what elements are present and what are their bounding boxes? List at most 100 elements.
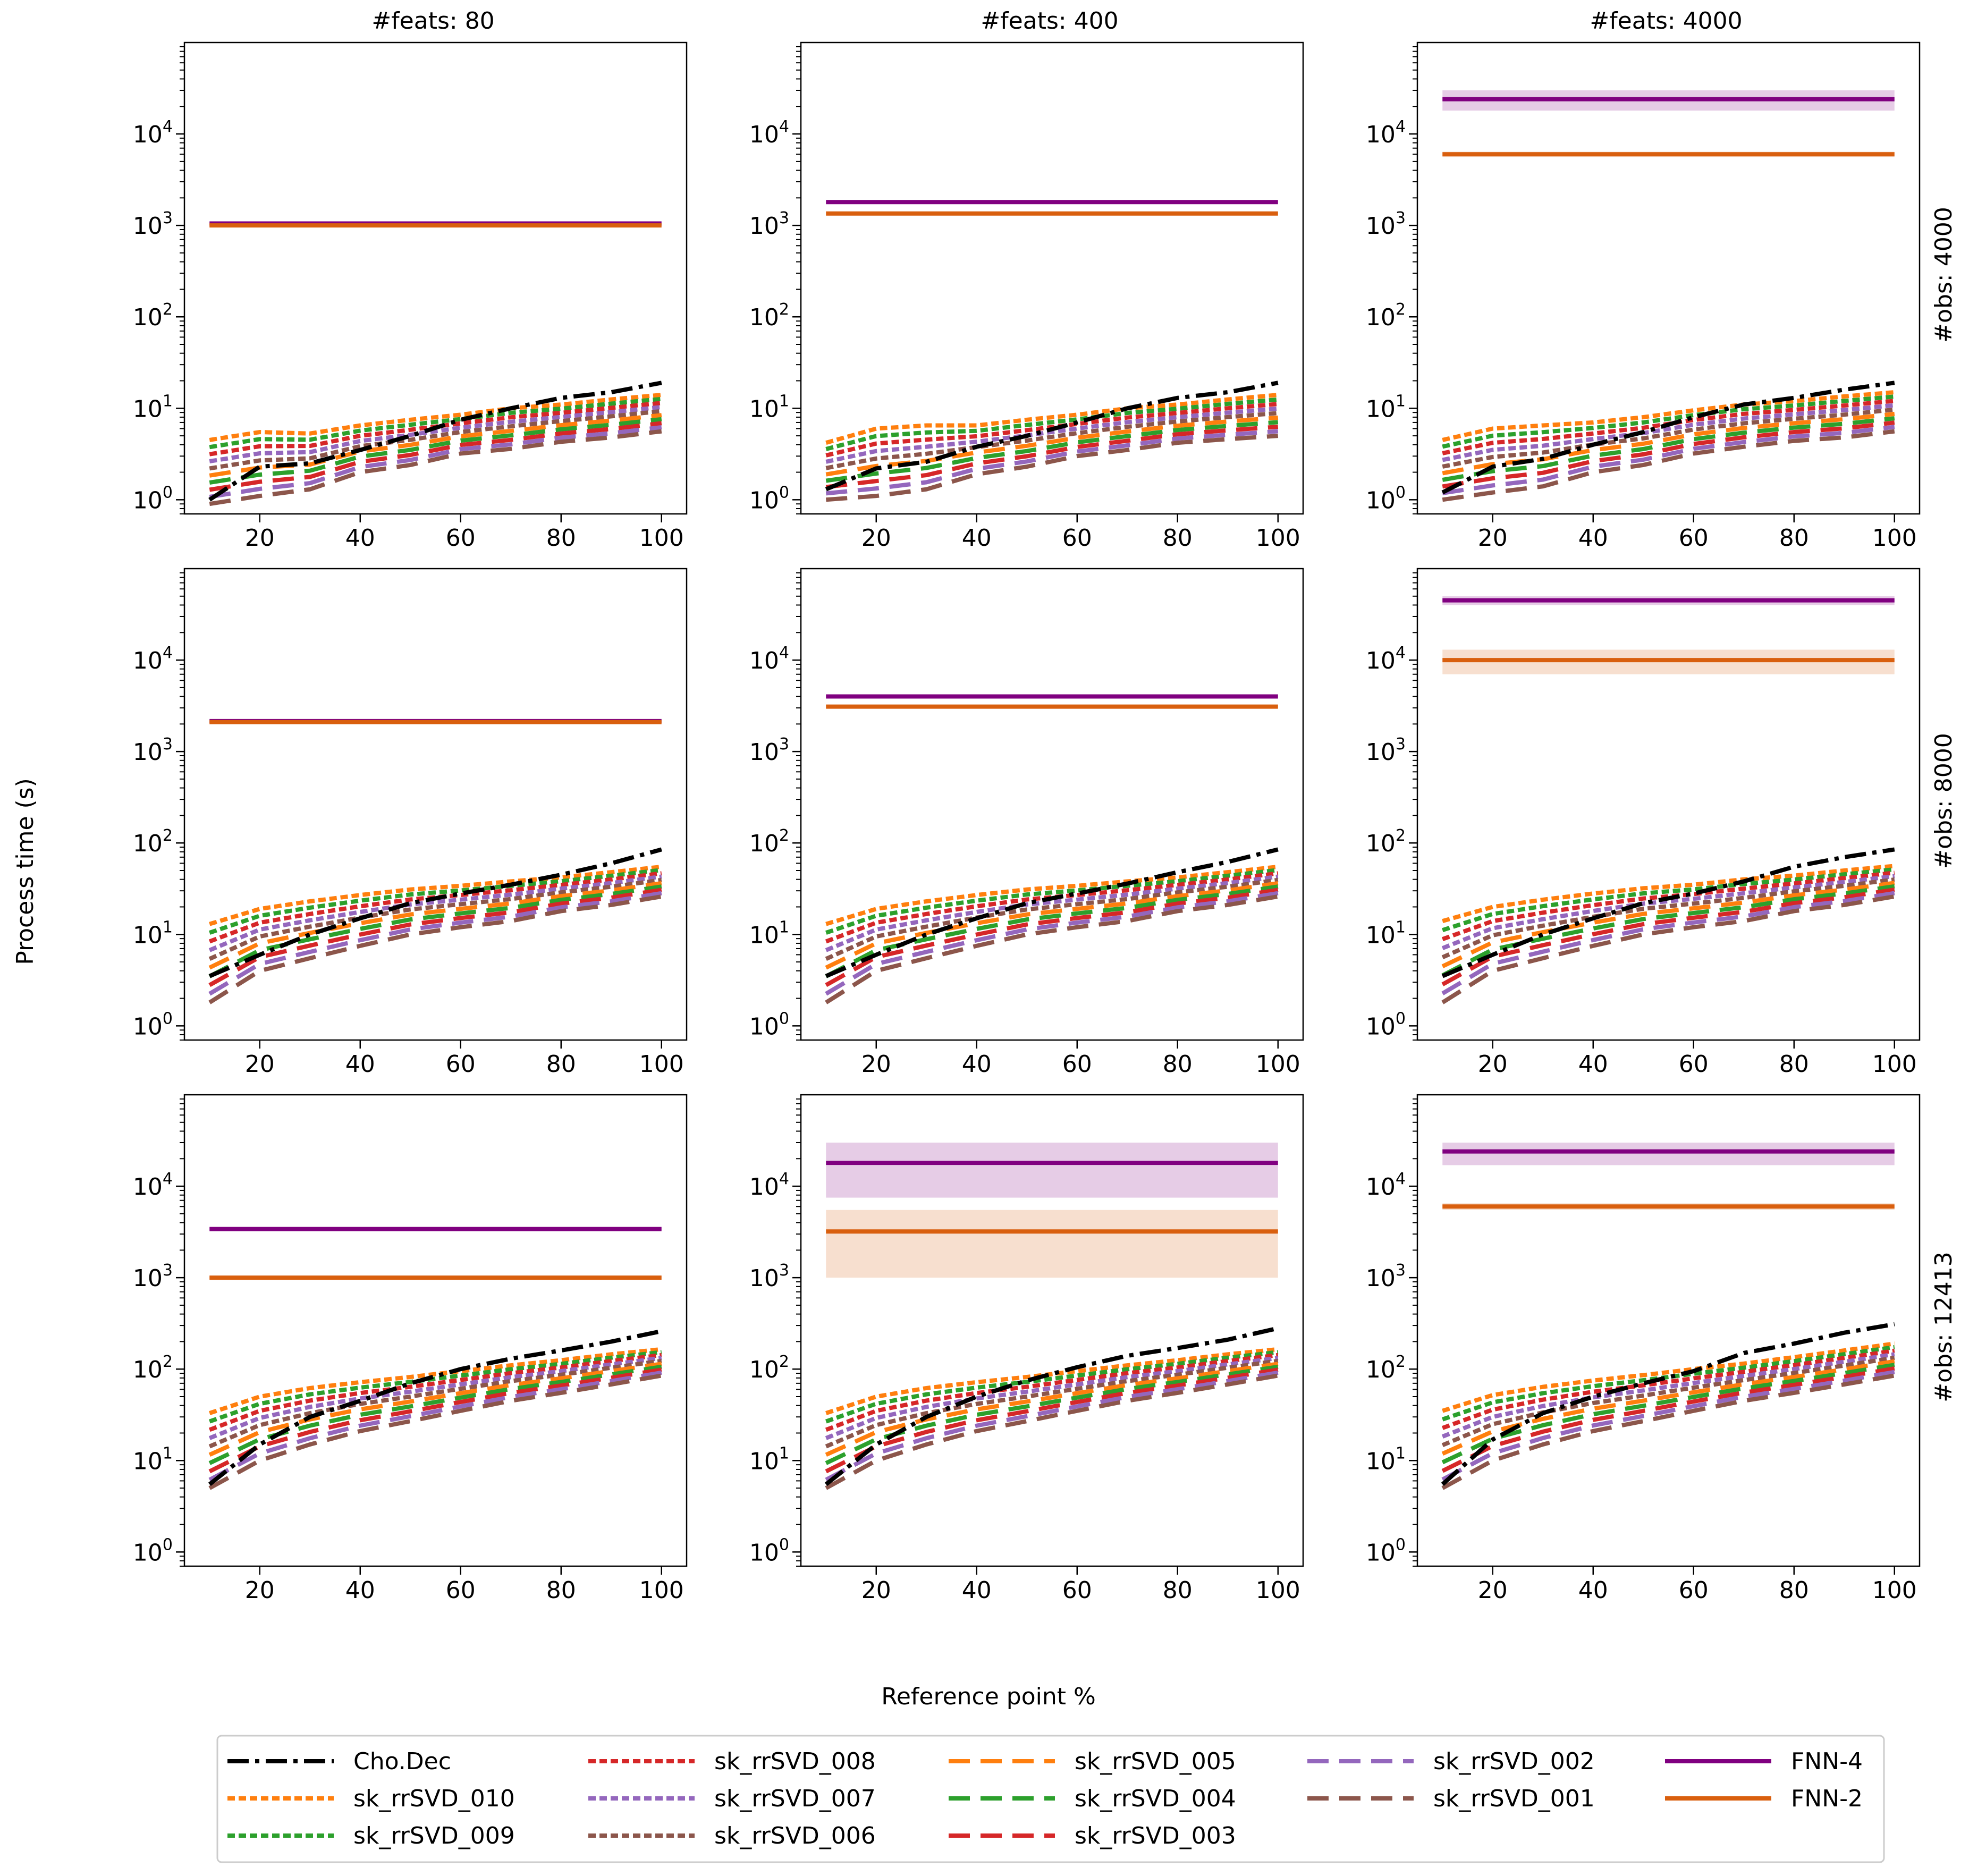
legend-label-fnn-2: FNN-2 — [1791, 1785, 1863, 1812]
x-tick-label: 60 — [1062, 525, 1092, 552]
line-sk-rrsvd-007 — [208, 1356, 662, 1440]
line-sk-rrsvd-004 — [209, 417, 662, 485]
line-sk-rrsvd-010 — [1442, 864, 1895, 923]
legend-label-fnn-4: FNN-4 — [1791, 1748, 1863, 1775]
x-tick-label: 40 — [1578, 525, 1608, 552]
line-sk-rrsvd-002 — [209, 425, 662, 499]
x-tick-label: 80 — [1163, 1051, 1193, 1078]
line-sk-rrsvd-007 — [209, 405, 662, 463]
line-sk-rrsvd-005 — [1441, 881, 1895, 968]
x-tick-label: 100 — [639, 1051, 684, 1078]
line-sk-rrsvd-003 — [208, 1367, 662, 1474]
legend-label-sk-rrsvd-010: sk_rrSVD_010 — [353, 1785, 515, 1812]
line-sk-rrsvd-008 — [1441, 871, 1895, 941]
line-sk-rrsvd-003 — [825, 425, 1279, 489]
line-sk-rrsvd-009 — [1442, 867, 1895, 933]
line-sk-rrsvd-009 — [208, 1350, 662, 1424]
x-tick-label: 80 — [1163, 525, 1193, 552]
line-sk-rrsvd-010 — [825, 1347, 1279, 1415]
axes-frame — [800, 568, 1304, 1041]
line-sk-rrsvd-001 — [209, 429, 662, 506]
line-sk-rrsvd-004 — [1441, 1363, 1895, 1465]
line-sk-rrsvd-009 — [825, 1350, 1279, 1424]
line-sk-rrsvd-010 — [209, 1347, 662, 1415]
line-sk-rrsvd-007 — [1441, 1352, 1895, 1439]
axes-frame — [800, 1094, 1304, 1567]
legend-label-sk-rrsvd-002: sk_rrSVD_002 — [1433, 1748, 1595, 1775]
x-tick-label: 100 — [1872, 1051, 1917, 1078]
x-tick-label: 20 — [861, 525, 891, 552]
x-tick-label: 80 — [546, 525, 576, 552]
line-sk-rrsvd-009 — [209, 396, 662, 450]
line-sk-rrsvd-004 — [1442, 416, 1895, 482]
axes-frame — [1416, 1094, 1921, 1567]
legend-label-sk-rrsvd-007: sk_rrSVD_007 — [714, 1785, 876, 1812]
line-sk-rrsvd-001 — [208, 894, 662, 1004]
x-tick-label: 80 — [1163, 1577, 1193, 1604]
line-sk-rrsvd-009 — [209, 868, 662, 935]
line-sk-rrsvd-010 — [209, 864, 662, 926]
column-titles: #feats: 80 #feats: 400 #feats: 4000 — [371, 7, 1742, 35]
line-sk-rrsvd-003 — [825, 1367, 1279, 1474]
x-tick-label: 60 — [1062, 1051, 1092, 1078]
x-tick-label: 100 — [639, 525, 684, 552]
x-tick-label: 20 — [245, 1577, 275, 1604]
line-sk-rrsvd-001 — [826, 434, 1279, 502]
legend-label-sk-rrsvd-003: sk_rrSVD_003 — [1075, 1822, 1236, 1849]
x-tick-label: 60 — [446, 1051, 476, 1078]
line-sk-rrsvd-005 — [208, 1362, 662, 1457]
line-sk-rrsvd-001 — [1442, 429, 1895, 502]
x-tick-label: 60 — [1679, 1577, 1709, 1604]
line-cho-dec — [1441, 381, 1895, 495]
line-sk-rrsvd-009 — [1442, 1345, 1895, 1422]
x-tick-label: 40 — [962, 1051, 992, 1078]
y-tick-label: 104 — [133, 644, 173, 674]
x-tick-label: 40 — [962, 525, 992, 552]
y-tick-label: 102 — [1366, 1353, 1406, 1383]
line-sk-rrsvd-006 — [1441, 877, 1895, 959]
line-sk-rrsvd-009 — [825, 868, 1279, 935]
x-tick-label: 40 — [1578, 1577, 1608, 1604]
y-tick-label: 104 — [1366, 1170, 1406, 1201]
line-cho-dec — [208, 381, 662, 502]
col-title-feats-400: #feats: 400 — [981, 7, 1118, 35]
x-axis-label: Reference point % — [881, 1683, 1096, 1710]
axes-frame — [183, 41, 688, 515]
legend-label-sk-rrsvd-004: sk_rrSVD_004 — [1075, 1785, 1236, 1812]
line-sk-rrsvd-006 — [208, 877, 662, 961]
line-sk-rrsvd-006 — [825, 1358, 1279, 1449]
line-sk-rrsvd-002 — [825, 891, 1279, 996]
line-sk-rrsvd-001 — [825, 1373, 1279, 1490]
legend: Cho.Dec sk_rrSVD_010 sk_rrSVD_009 sk_rrSVD_… — [216, 1735, 1885, 1863]
line-sk-rrsvd-003 — [825, 888, 1279, 987]
y-axis-label: Process time (s) — [12, 778, 39, 965]
x-tick-label: 20 — [861, 1577, 891, 1604]
line-sk-rrsvd-007 — [208, 874, 662, 952]
band-fnn-4 — [1442, 1142, 1895, 1165]
line-sk-rrsvd-008 — [208, 1353, 662, 1432]
x-tick-label: 80 — [1779, 1051, 1809, 1078]
y-tick-label: 101 — [1366, 918, 1406, 949]
line-sk-rrsvd-009 — [1442, 394, 1895, 449]
line-sk-rrsvd-006 — [208, 1358, 662, 1449]
line-cho-dec — [208, 847, 662, 978]
line-sk-rrsvd-004 — [825, 420, 1279, 483]
line-sk-rrsvd-002 — [1441, 1370, 1895, 1482]
line-cho-dec — [824, 1326, 1279, 1486]
y-tick-label: 103 — [133, 735, 173, 766]
x-tick-label: 20 — [1478, 525, 1508, 552]
line-sk-rrsvd-006 — [825, 877, 1279, 961]
band-fnn-4 — [826, 1142, 1278, 1198]
line-sk-rrsvd-007 — [825, 1356, 1279, 1440]
line-sk-rrsvd-002 — [825, 1370, 1279, 1482]
x-tick-label: 80 — [546, 1577, 576, 1604]
line-sk-rrsvd-005 — [208, 881, 662, 970]
x-tick-label: 60 — [446, 525, 476, 552]
y-tick-label: 100 — [1366, 483, 1406, 514]
x-tick-label: 100 — [1256, 1051, 1300, 1078]
axes-frame — [183, 568, 688, 1041]
line-sk-rrsvd-007 — [1441, 874, 1895, 950]
line-sk-rrsvd-010 — [1442, 1341, 1895, 1413]
